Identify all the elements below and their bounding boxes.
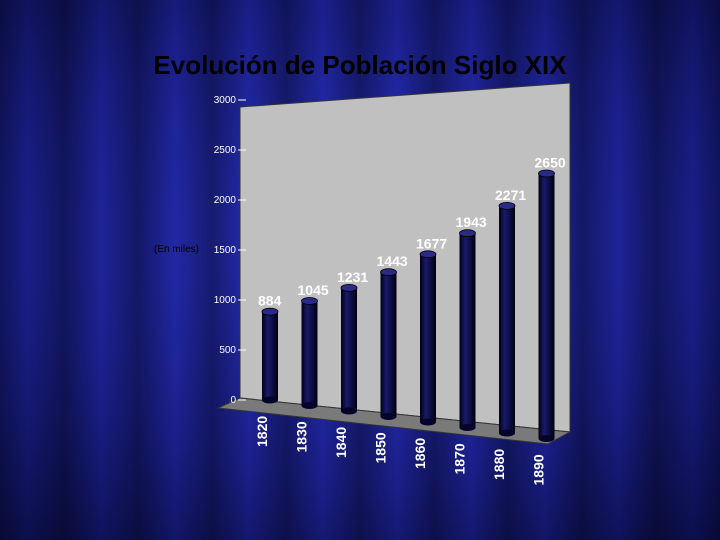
data-label-1860: 1677: [416, 235, 447, 251]
data-labels: 884 1045 1231 1443 1677 1943 2271 2650: [258, 155, 566, 309]
curtain-fold: [0, 0, 64, 540]
bar-1830: [301, 297, 318, 409]
x-axis-labels: 1820 1830 1840 1850 1860 1870 1880 1890: [254, 416, 547, 486]
y-tick-label: 0: [230, 395, 236, 406]
data-label-1850: 1443: [377, 253, 408, 269]
x-tick-label-1870: 1870: [452, 443, 468, 474]
curtain-fold: [582, 0, 656, 540]
curtain-fold: [138, 0, 212, 540]
data-label-1830: 1045: [298, 282, 329, 298]
curtain-fold: [656, 0, 720, 540]
bar-1860: [419, 250, 437, 426]
bar-1890: [538, 169, 555, 442]
y-tick-label: 1500: [214, 245, 237, 256]
x-tick-label-1880: 1880: [491, 449, 507, 480]
curtain-fold: [64, 0, 138, 540]
x-tick-label-1850: 1850: [373, 432, 389, 463]
y-tick-label: 500: [219, 345, 236, 356]
x-tick-label-1820: 1820: [254, 416, 270, 447]
y-axis-unit-note: (En miles): [154, 244, 200, 255]
x-tick-label-1840: 1840: [333, 427, 349, 458]
data-label-1880: 2271: [495, 187, 526, 203]
data-label-1820: 884: [258, 293, 282, 309]
data-label-1870: 1943: [456, 214, 487, 230]
y-tick-label: 2500: [214, 145, 237, 156]
y-tick-label: 2000: [214, 195, 237, 206]
data-label-1890: 2650: [535, 155, 566, 171]
y-tick-label: 3000: [214, 95, 237, 106]
x-tick-label-1830: 1830: [294, 421, 310, 452]
bar-1880: [498, 201, 516, 437]
chart-title: Evolución de Población Siglo XIX: [153, 50, 567, 80]
bar-1840: [340, 283, 358, 415]
y-tick-label: 1000: [214, 295, 237, 306]
bar-1870: [459, 229, 476, 431]
bar-1820: [261, 307, 279, 404]
y-axis: 0 500 1000 1500 2000 2500 3000: [214, 95, 246, 406]
data-label-1840: 1231: [337, 269, 368, 285]
x-tick-label-1890: 1890: [531, 454, 547, 485]
bar-1850: [380, 268, 397, 420]
x-tick-label-1860: 1860: [412, 438, 428, 469]
bars: [261, 169, 555, 442]
